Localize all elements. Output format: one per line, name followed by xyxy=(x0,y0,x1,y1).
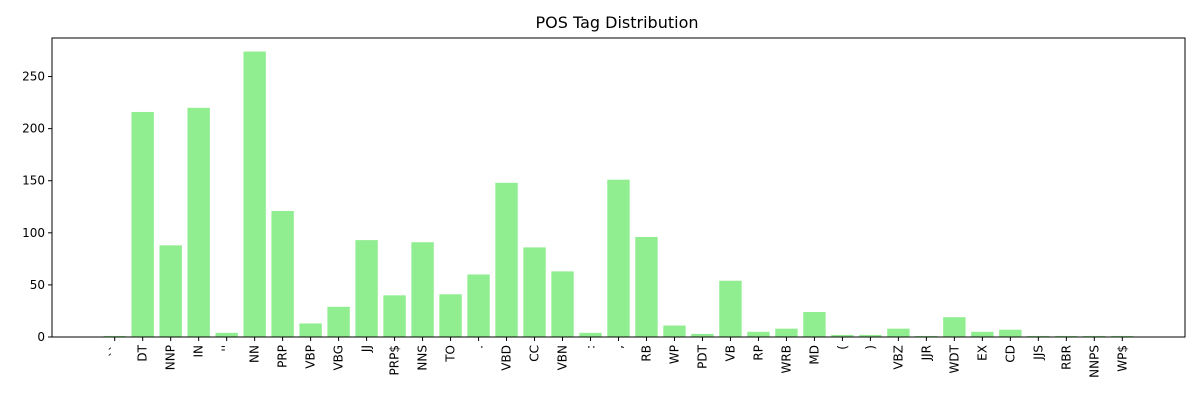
x-tick-label: VBP xyxy=(304,345,318,369)
bar xyxy=(383,295,406,337)
x-tick-label: PRP xyxy=(276,345,290,368)
x-tick-label: NN xyxy=(248,345,262,363)
x-tick-label: VBZ xyxy=(891,345,905,370)
y-tick-label: 50 xyxy=(30,278,45,292)
x-tick-label: , xyxy=(612,345,626,349)
bar xyxy=(495,182,518,337)
bar xyxy=(1083,335,1106,337)
x-tick-label: '' xyxy=(220,345,234,352)
x-tick-label: NNPS xyxy=(1087,345,1101,378)
x-tick-label: VBD xyxy=(500,345,514,371)
x-tick-label: RBR xyxy=(1059,345,1073,370)
bar xyxy=(663,325,686,337)
bar xyxy=(355,240,378,337)
x-tick-label: PRP$ xyxy=(388,345,402,375)
bar xyxy=(467,274,490,337)
bar xyxy=(1055,335,1078,337)
x-tick-label: WP xyxy=(667,345,681,364)
bar xyxy=(327,306,350,337)
x-tick-label: CD xyxy=(1003,345,1017,363)
bar xyxy=(1027,335,1050,337)
bar xyxy=(243,51,266,337)
bar xyxy=(971,331,994,337)
bar xyxy=(271,210,294,337)
bar xyxy=(551,271,574,337)
bar xyxy=(187,107,210,337)
x-tick-label: DT xyxy=(136,344,150,361)
x-tick-label: PDT xyxy=(695,344,709,368)
x-tick-label: VB xyxy=(723,345,737,361)
x-tick-label: NNP xyxy=(164,345,178,370)
bar xyxy=(719,280,742,337)
chart-title: POS Tag Distribution xyxy=(536,13,699,32)
x-tick-label: JJR xyxy=(919,345,933,361)
x-tick-label: TO xyxy=(444,345,458,363)
x-tick-label: EX xyxy=(975,345,989,361)
x-tick-label: JJS xyxy=(1031,345,1045,361)
bar xyxy=(411,242,434,337)
bar xyxy=(607,179,630,337)
bar xyxy=(131,111,154,337)
y-tick-label: 150 xyxy=(22,174,45,188)
x-tick-label: RB xyxy=(639,345,653,362)
bar xyxy=(803,312,826,337)
x-tick-label: JJ xyxy=(360,345,374,353)
x-tick-label: . xyxy=(472,345,486,349)
bar xyxy=(159,245,182,337)
bar xyxy=(691,333,714,337)
bar xyxy=(579,332,602,337)
y-tick-label: 200 xyxy=(22,122,45,136)
x-tick-label: IN xyxy=(192,345,206,358)
bar xyxy=(831,334,854,337)
y-axis: 0 50 100 150 200 250 xyxy=(22,70,52,344)
bar xyxy=(915,335,938,337)
x-tick-label: WRB xyxy=(779,345,793,373)
x-tick-label: : xyxy=(584,345,598,349)
y-tick-label: 100 xyxy=(22,226,45,240)
x-tick-label: ) xyxy=(863,345,877,350)
y-tick-label: 0 xyxy=(37,330,45,344)
x-tick-label: WDT xyxy=(947,344,961,373)
x-tick-label: NNS xyxy=(416,345,430,371)
x-tick-label: CC xyxy=(528,345,542,362)
x-tick-label: VBG xyxy=(332,345,346,371)
bar xyxy=(635,236,658,337)
x-axis: `` DT NNP IN '' NN PRP VBP VBG JJ PRP$ NNS TO. VBD CC V… xyxy=(108,337,1129,378)
bar xyxy=(1111,335,1134,337)
x-tick-label: ( xyxy=(835,345,849,350)
bar xyxy=(299,323,322,337)
x-tick-label: MD xyxy=(807,345,821,365)
bars-group xyxy=(103,51,1134,337)
bar xyxy=(775,328,798,337)
plot-frame xyxy=(51,37,1186,338)
bar xyxy=(943,317,966,337)
x-tick-label: WP$ xyxy=(1115,345,1129,372)
bar xyxy=(103,335,126,337)
x-tick-label: `` xyxy=(108,345,122,357)
x-tick-label: RP xyxy=(751,345,765,361)
x-tick-label: VBN xyxy=(556,345,570,370)
bar xyxy=(439,294,462,337)
y-tick-label: 250 xyxy=(22,70,45,84)
bar xyxy=(523,247,546,337)
bar xyxy=(999,329,1022,337)
bar xyxy=(859,334,882,337)
bar xyxy=(215,332,238,337)
bar xyxy=(747,331,770,337)
bar xyxy=(887,328,910,337)
